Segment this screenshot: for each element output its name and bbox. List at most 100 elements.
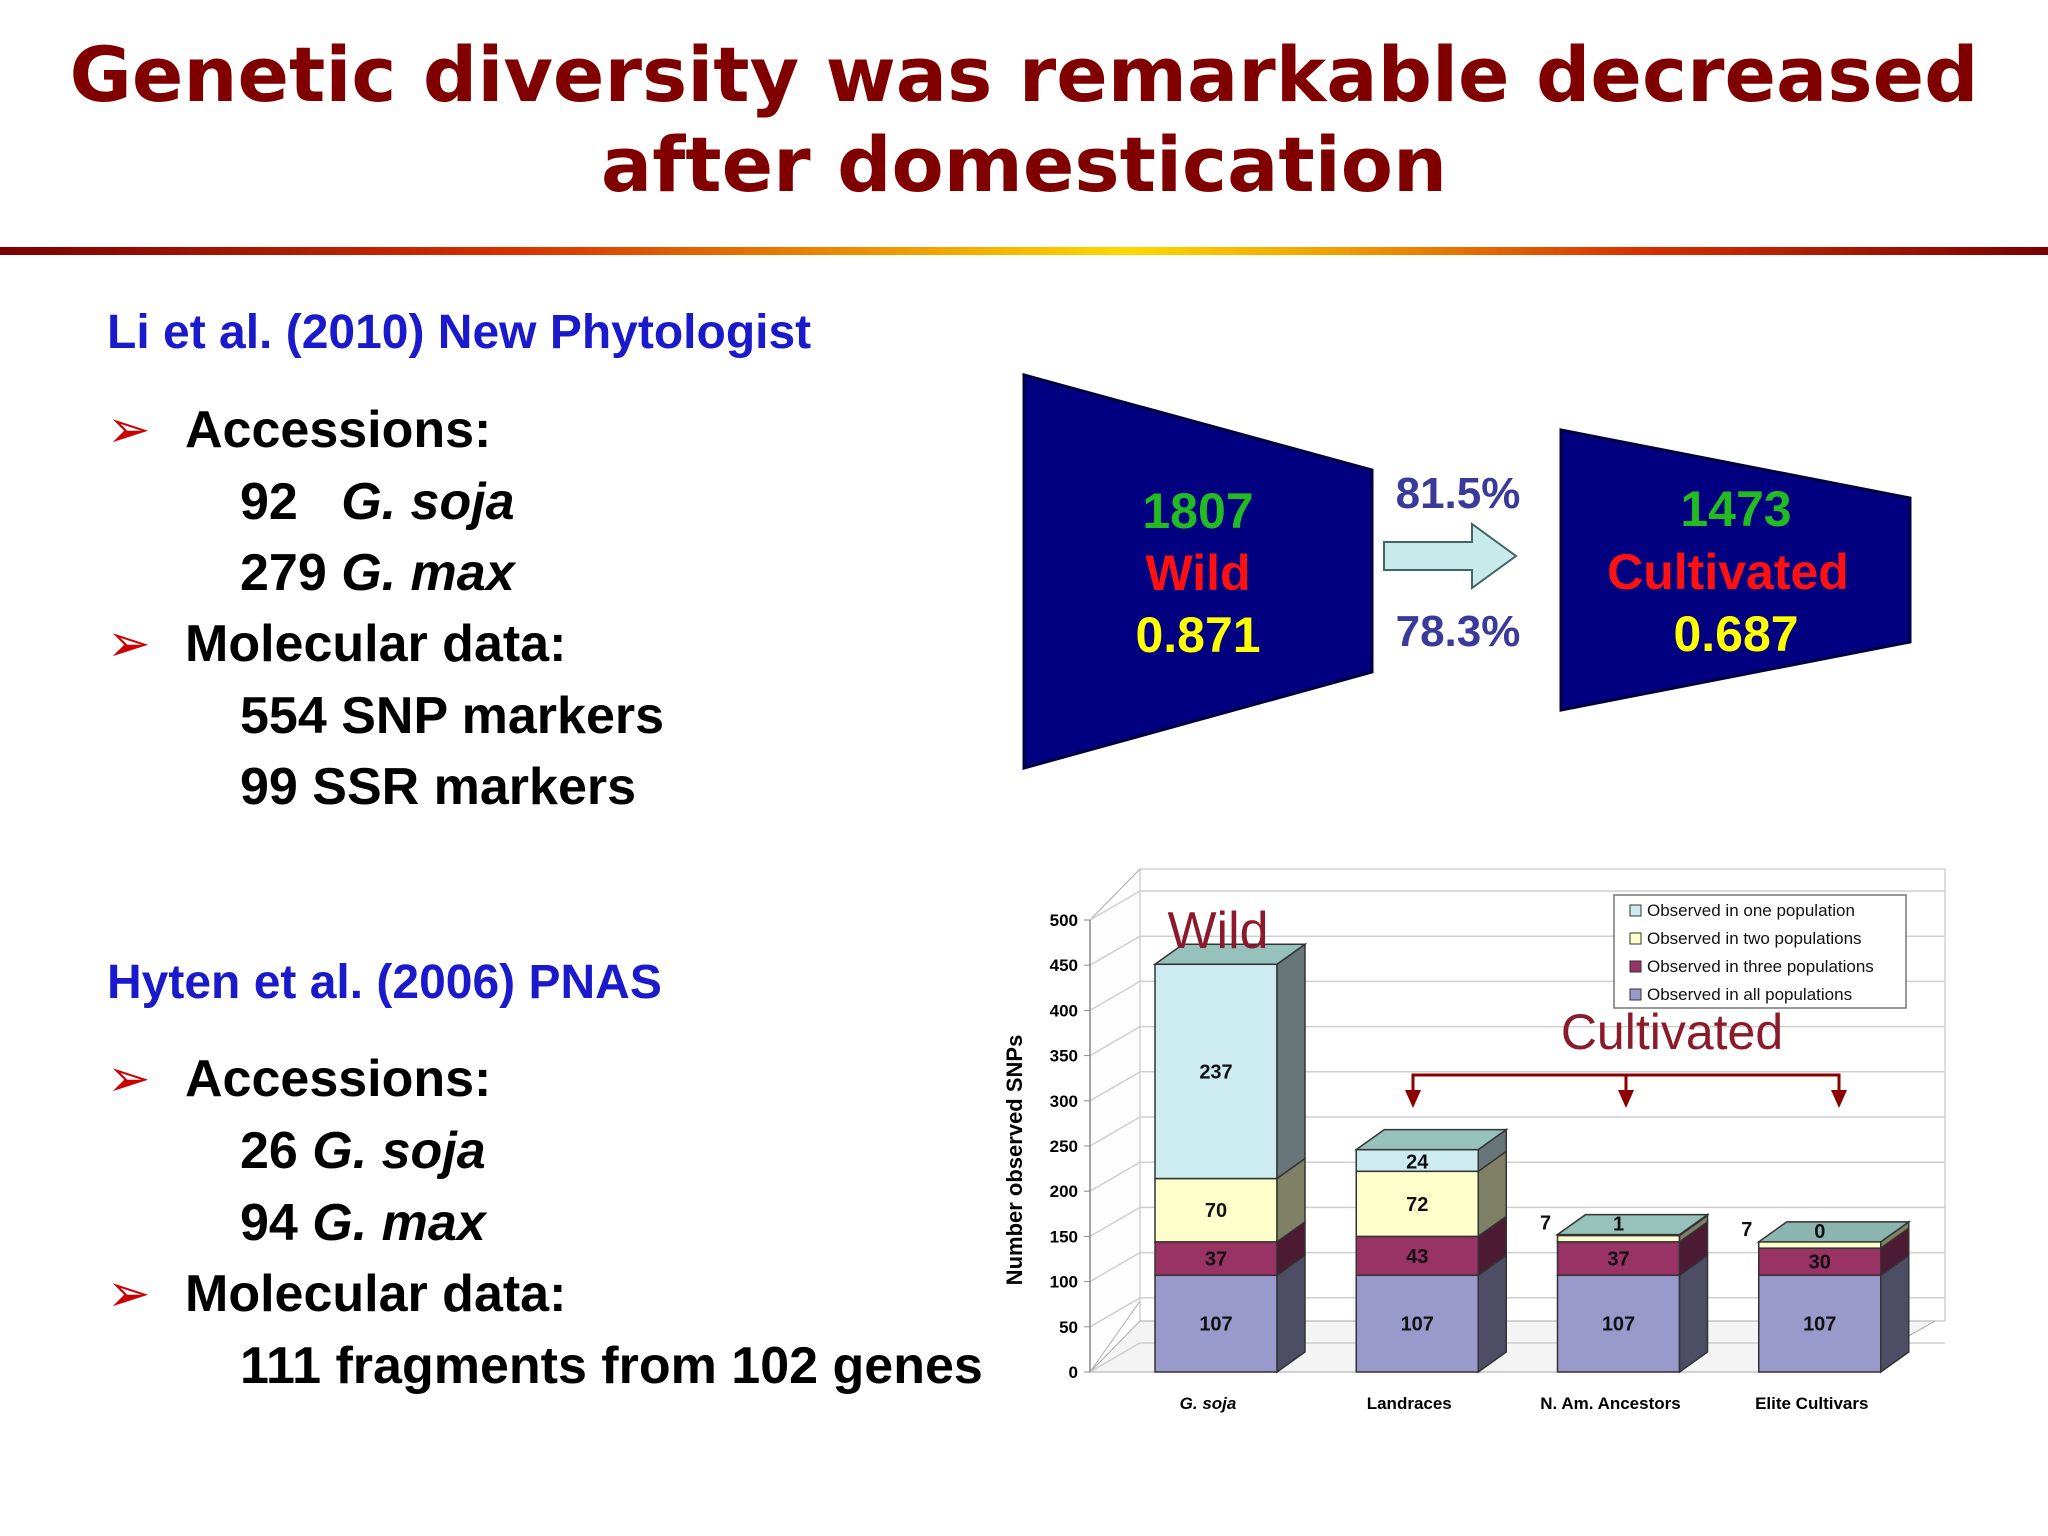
marker-item: 99 SSR markers bbox=[240, 758, 637, 816]
cultivated-count: 1473 bbox=[1680, 481, 1791, 537]
cultivated-label: Cultivated bbox=[1607, 544, 1849, 600]
marker-item: 554 SNP markers bbox=[240, 687, 665, 745]
bar-value-label: 72 bbox=[1406, 1194, 1428, 1216]
wild-label: Wild bbox=[1145, 545, 1250, 601]
y-tick-label: 400 bbox=[1050, 1001, 1078, 1020]
x-tick-label: Elite Cultivars bbox=[1755, 1394, 1868, 1413]
bar-value-label: 1 bbox=[1613, 1214, 1624, 1236]
accession-item: 26 G. soja bbox=[240, 1122, 486, 1180]
wild-count: 1807 bbox=[1142, 483, 1253, 539]
reference-li-2010: Li et al. (2010) New Phytologist bbox=[107, 306, 812, 359]
bar-value-label: 43 bbox=[1406, 1246, 1428, 1268]
bar-value-label: 107 bbox=[1803, 1314, 1836, 1336]
chart-legend: Observed in one population Observed in tw… bbox=[1613, 894, 1907, 1009]
cultivated-diversity: 0.687 bbox=[1673, 606, 1798, 662]
bullet-molecular-2: ➢ Molecular data: bbox=[107, 1264, 567, 1324]
y-tick-label: 350 bbox=[1050, 1047, 1078, 1066]
gridline bbox=[1089, 1025, 1945, 1057]
bar-segment bbox=[1556, 1274, 1681, 1373]
bar-value-label: 24 bbox=[1406, 1151, 1429, 1173]
title-line-2: after domestication bbox=[600, 120, 1448, 209]
bar-segment bbox=[1154, 1241, 1278, 1277]
bar-segment bbox=[1758, 1247, 1882, 1277]
accession-item: 94 G. max bbox=[240, 1194, 486, 1252]
bar-value-label: 107 bbox=[1401, 1314, 1434, 1336]
gridline bbox=[1089, 890, 1945, 921]
bar-top bbox=[1353, 1128, 1509, 1151]
bar-segment bbox=[1154, 963, 1278, 1180]
title-line-1: Genetic diversity was remarkable decreas… bbox=[69, 30, 1979, 119]
bar-value-label: 237 bbox=[1199, 1061, 1232, 1083]
y-tick-label: 200 bbox=[1050, 1182, 1078, 1201]
cultivated-funnel bbox=[1559, 428, 1912, 712]
y-axis: 0 50 100 150 200 250 300 350 400 450 500 bbox=[1050, 911, 1091, 1382]
arrow-down-icon bbox=[1831, 1090, 1847, 1108]
arrow-bullet-icon: ➢ bbox=[107, 400, 151, 460]
bar-value-label: 70 bbox=[1205, 1200, 1227, 1222]
legend-box bbox=[1613, 894, 1907, 1009]
legend-swatch bbox=[1629, 904, 1642, 917]
legend-label: Observed in two populations bbox=[1647, 929, 1862, 948]
bar-segment-side bbox=[1276, 942, 1306, 1181]
bar-segment bbox=[1355, 1170, 1479, 1238]
legend-swatch bbox=[1629, 960, 1642, 973]
bar-value-label: 0 bbox=[1814, 1221, 1825, 1243]
bar-top bbox=[1152, 943, 1308, 966]
bar-top bbox=[1555, 1213, 1710, 1236]
domestication-arrow-icon bbox=[1383, 522, 1518, 590]
arrow-bullet-icon: ➢ bbox=[107, 614, 151, 674]
arrow-down-icon bbox=[1405, 1090, 1421, 1108]
x-tick-label: Landraces bbox=[1367, 1394, 1452, 1413]
accession-item: 92 G. soja bbox=[240, 473, 515, 531]
bar-value-label: 37 bbox=[1607, 1249, 1629, 1271]
y-tick-label: 100 bbox=[1050, 1273, 1078, 1292]
chart-annotations: Wild Cultivated bbox=[1167, 902, 1847, 1108]
cultivated-annotation: Cultivated bbox=[1561, 1004, 1783, 1060]
y-tick-label: 300 bbox=[1050, 1092, 1078, 1111]
x-tick-label: N. Am. Ancestors bbox=[1540, 1394, 1680, 1413]
arrow-bullet-icon: ➢ bbox=[107, 1049, 151, 1109]
arrow-down-icon bbox=[1618, 1090, 1634, 1108]
bar-segment bbox=[1154, 1274, 1278, 1373]
y-tick-label: 500 bbox=[1050, 911, 1078, 930]
bar-segment bbox=[1154, 1177, 1278, 1243]
y-tick-label: 0 bbox=[1069, 1363, 1078, 1382]
legend-swatch bbox=[1629, 988, 1642, 1001]
bar-value-label: 107 bbox=[1199, 1314, 1232, 1336]
x-tick-label: G. soja bbox=[1180, 1394, 1237, 1413]
bullet-molecular-1: ➢ Molecular data: bbox=[107, 614, 567, 674]
retention-percent-top: 81.5% bbox=[1396, 469, 1521, 518]
retention-percent-bottom: 78.3% bbox=[1396, 607, 1521, 656]
gridline bbox=[1089, 1071, 1945, 1102]
title-divider bbox=[0, 247, 2048, 255]
gridline bbox=[1089, 1116, 1945, 1147]
bar-segment bbox=[1556, 1234, 1681, 1243]
y-tick-label: 50 bbox=[1059, 1318, 1078, 1337]
bar-value-label: 7 bbox=[1540, 1212, 1551, 1234]
reference-hyten-2006: Hyten et al. (2006) PNAS bbox=[107, 956, 662, 1009]
accession-item: 279 G. max bbox=[240, 544, 515, 602]
bar-segment bbox=[1355, 1274, 1479, 1373]
marker-item: 111 fragments from 102 genes bbox=[240, 1337, 983, 1395]
wild-funnel bbox=[1022, 373, 1374, 770]
bar-value-label: 30 bbox=[1809, 1252, 1831, 1274]
legend-label: Observed in all populations bbox=[1647, 985, 1852, 1004]
legend-swatch bbox=[1629, 932, 1642, 945]
bar-segment bbox=[1355, 1235, 1479, 1277]
y-tick-label: 450 bbox=[1050, 956, 1078, 975]
y-axis-label: Number observed SNPs bbox=[1002, 1035, 1027, 1286]
bar-value-label: 107 bbox=[1602, 1314, 1635, 1336]
bullet-accessions-1: ➢ Accessions: bbox=[107, 400, 492, 460]
bullet-accessions-2: ➢ Accessions: bbox=[107, 1049, 492, 1109]
bar-top bbox=[1756, 1221, 1912, 1243]
y-tick-label: 250 bbox=[1050, 1137, 1078, 1156]
bar-segment bbox=[1758, 1274, 1882, 1373]
wild-diversity: 0.871 bbox=[1135, 607, 1260, 663]
bar-value-label: 7 bbox=[1741, 1219, 1752, 1241]
x-axis: G. soja Landraces N. Am. Ancestors Elite Cu… bbox=[1180, 1394, 1869, 1413]
arrow-bullet-icon: ➢ bbox=[107, 1264, 151, 1324]
slide-title: Genetic diversity was remarkable decreas… bbox=[0, 30, 2048, 210]
bar-value-label: 37 bbox=[1205, 1249, 1227, 1271]
